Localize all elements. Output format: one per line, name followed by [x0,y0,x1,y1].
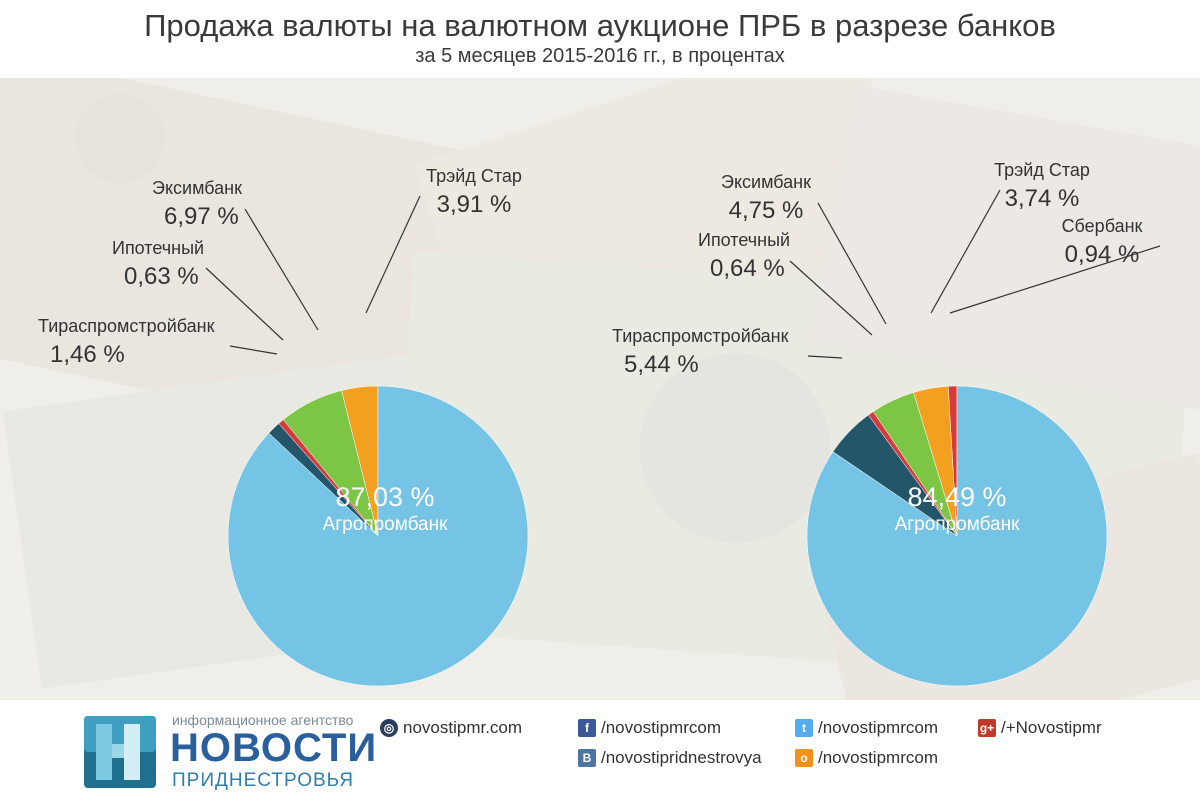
pie-slice [227,385,529,687]
leader-line [807,355,843,359]
slice-value-label: 3,91 % [437,191,512,218]
site-link-label: novostipmr.com [403,718,523,737]
odnoklassniki-link[interactable]: о /novostipmrcom [795,748,938,768]
slice-value-label: 3,74 % [1005,185,1080,212]
googleplus-link-label: /+Novostipmr [1001,718,1102,737]
chart-title: Продажа валюты на валютном аукционе ПРБ … [144,8,1056,43]
agency-label: информационное агентство [172,712,354,728]
facebook-link[interactable]: f /novostipmrcom [578,718,721,738]
twitter-icon: t [795,719,813,737]
leader-line [229,345,278,355]
brand-name: НОВОСТИ [170,726,378,770]
twitter-link-label: /novostipmrcom [818,718,938,737]
vk-icon: В [578,749,596,767]
slice-name-label: Эксимбанк [721,172,811,192]
header: Продажа валюты на валютном аукционе ПРБ … [0,0,1200,78]
facebook-icon: f [578,719,596,737]
slice-name-label: Эксимбанк [152,178,242,198]
site-link[interactable]: ◎ novostipmr.com [380,718,522,738]
chart-subtitle: за 5 месяцев 2015-2016 гг., в процентах [415,45,785,67]
pie-charts: Трэйд Стар 3,91 % Эксимбанк 6,97 % Ипотечный… [38,160,1161,687]
slice-name-label: Трэйд Стар [426,166,522,186]
slice-name-label: Тираспромстройбанк [38,316,215,336]
vk-link[interactable]: В /novostipridnestrovya [578,748,762,768]
odnoklassniki-link-label: /novostipmrcom [818,748,938,767]
leader-line [365,195,421,314]
slice-value-label: 1,46 % [50,341,125,368]
slice-value-label: 0,64 % [710,255,785,282]
vk-link-label: /novostipridnestrovya [601,748,762,767]
slice-value-label: 87,03 % [335,482,434,512]
logo-icon [84,716,156,788]
slice-value-label: 0,63 % [124,263,199,290]
slice-value-label: 0,94 % [1065,241,1140,268]
leader-line [205,267,284,341]
slice-name-label: Сбербанк [1062,216,1143,236]
slice-value-label: 6,97 % [164,203,239,230]
facebook-link-label: /novostipmrcom [601,718,721,737]
globe-icon: ◎ [380,719,398,737]
pie-slice [806,385,1108,687]
slice-name-label: Ипотечный [698,230,790,250]
leader-line [930,189,1001,314]
slice-value-label: 4,75 % [729,197,804,224]
slice-name-label: Тираспромстройбанк [612,326,789,346]
googleplus-link[interactable]: g+ /+Novostipmr [978,718,1102,738]
twitter-link[interactable]: t /novostipmrcom [795,718,938,738]
odnoklassniki-icon: о [795,749,813,767]
slice-name-label: Агропромбанк [323,514,449,535]
slice-name-label: Трэйд Стар [994,160,1090,180]
footer: информационное агентство НОВОСТИ ПРИДНЕС… [0,700,1200,800]
leader-line [789,260,873,336]
leader-line [244,208,319,331]
googleplus-icon: g+ [978,719,996,737]
slice-name-label: Агропромбанк [895,514,1021,535]
leader-line [949,245,1161,314]
brand-subname: ПРИДНЕСТРОВЬЯ [172,770,354,791]
slice-value-label: 5,44 % [624,351,699,378]
slice-value-label: 84,49 % [907,482,1006,512]
leader-line [817,202,887,325]
slice-name-label: Ипотечный [112,238,204,258]
